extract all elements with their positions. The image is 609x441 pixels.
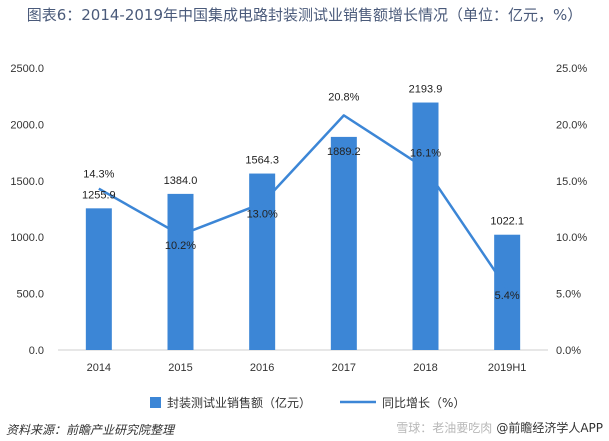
y-left-tick-label: 500.0 — [16, 289, 44, 301]
chart-title: 图表6：2014-2019年中国集成电路封装测试业销售额增长情况（单位：亿元，%… — [26, 6, 583, 24]
y-left-tick-label: 1500.0 — [10, 176, 44, 188]
bar — [85, 208, 112, 350]
y-right-tick-label: 20.0% — [556, 119, 587, 131]
line-value-label: 13.0% — [247, 208, 278, 220]
x-tick-label: 2017 — [332, 362, 356, 374]
bar — [167, 193, 194, 350]
legend-bar-swatch — [150, 397, 161, 408]
bar — [494, 234, 521, 350]
x-tick-label: 2018 — [413, 362, 437, 374]
line-value-label: 5.4% — [495, 290, 520, 302]
legend-line-label: 同比增长（%） — [382, 396, 465, 410]
y-left-tick-label: 0.0 — [29, 345, 44, 357]
bar-value-label: 1889.2 — [327, 146, 361, 158]
y-right-tick-label: 25.0% — [556, 63, 587, 75]
line-value-label: 20.8% — [328, 91, 359, 103]
x-tick-label: 2014 — [87, 362, 111, 374]
bar-value-label: 1564.3 — [245, 155, 279, 167]
line-value-label: 14.3% — [83, 169, 114, 181]
y-right-tick-label: 10.0% — [556, 232, 587, 244]
line-value-label: 16.1% — [410, 147, 441, 159]
bar — [249, 173, 276, 350]
bar-value-label: 1255.9 — [82, 189, 116, 201]
x-tick-label: 2015 — [168, 362, 192, 374]
y-right-tick-label: 0.0% — [556, 345, 581, 357]
bar-value-label: 2193.9 — [409, 84, 443, 96]
legend-bar-label: 封装测试业销售额（亿元） — [167, 395, 311, 410]
bar-value-label: 1384.0 — [164, 175, 198, 187]
source-note: 资料来源：前瞻产业研究院整理 — [6, 423, 175, 437]
y-right-tick-label: 5.0% — [556, 289, 581, 301]
bar — [330, 136, 357, 350]
y-left-tick-label: 1000.0 — [10, 232, 44, 244]
credit-line: 雪球：老油要吃肉 @前瞻经济学人APP — [396, 419, 603, 436]
credit-text: @前瞻经济学人APP — [496, 421, 603, 435]
y-left-tick-label: 2000.0 — [10, 119, 44, 131]
y-right-tick-label: 15.0% — [556, 176, 587, 188]
watermark-text: 雪球：老油要吃肉 — [396, 421, 493, 435]
x-tick-label: 2016 — [250, 362, 274, 374]
x-tick-label: 2019H1 — [488, 362, 527, 374]
line-value-label: 10.2% — [165, 240, 196, 252]
bar-value-label: 1022.1 — [490, 216, 524, 228]
y-left-tick-label: 2500.0 — [10, 63, 44, 75]
growth-line — [98, 114, 509, 290]
bar — [412, 102, 439, 350]
